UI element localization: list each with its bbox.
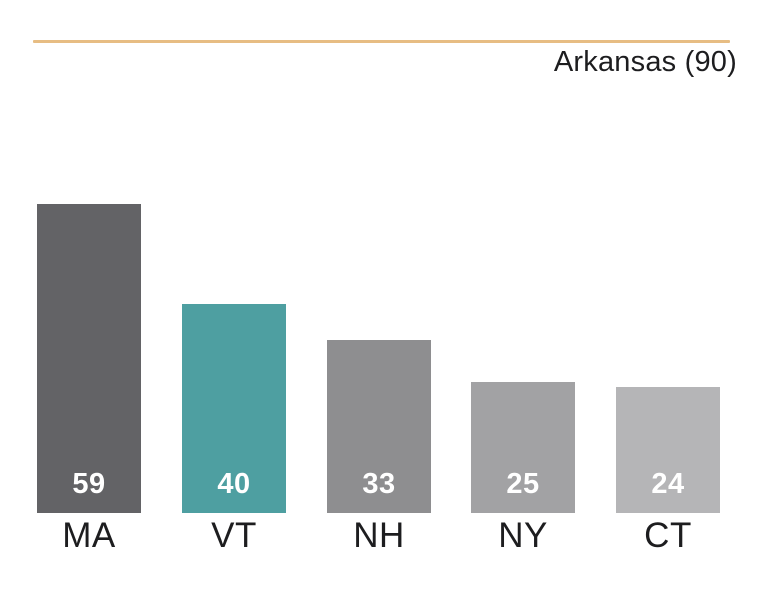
category-label-NH: NH <box>353 516 405 555</box>
category-label-NY: NY <box>498 516 548 555</box>
bar-value-label: 33 <box>362 468 396 500</box>
bar-MA: 59 <box>37 204 141 513</box>
bar-NH: 33 <box>327 340 431 513</box>
category-label-MA: MA <box>62 516 116 555</box>
bar-NY: 25 <box>471 382 575 513</box>
bar-value-label: 24 <box>651 468 685 500</box>
category-label-VT: VT <box>211 516 257 555</box>
bar-CT: 24 <box>616 387 720 513</box>
header-label: Arkansas (90) <box>553 46 737 78</box>
bar-value-label: 40 <box>217 468 251 500</box>
bar-value-label: 25 <box>506 468 540 500</box>
category-label-CT: CT <box>644 516 692 555</box>
accent-divider-line <box>33 40 730 43</box>
bar-VT: 40 <box>182 304 286 513</box>
bar-value-label: 59 <box>72 468 106 500</box>
